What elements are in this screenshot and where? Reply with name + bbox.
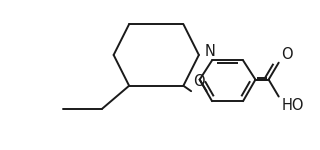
Text: O: O bbox=[193, 74, 205, 89]
Text: HO: HO bbox=[281, 98, 304, 113]
Text: N: N bbox=[204, 44, 215, 59]
Text: O: O bbox=[281, 46, 292, 62]
